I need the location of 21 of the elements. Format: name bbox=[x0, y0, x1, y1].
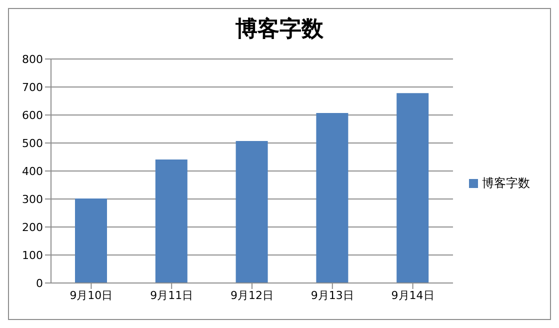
y-tick-label: 400 bbox=[22, 164, 43, 178]
chart-title: 博客字数 bbox=[234, 15, 324, 44]
bar bbox=[155, 160, 188, 283]
y-tick-label: 200 bbox=[22, 220, 43, 234]
y-tick-label: 800 bbox=[22, 52, 43, 66]
y-tick-label: 300 bbox=[22, 192, 43, 206]
bar bbox=[236, 141, 268, 283]
legend-label: 博客字数 bbox=[482, 176, 530, 190]
y-tick-label: 600 bbox=[22, 108, 43, 122]
bar bbox=[75, 198, 107, 283]
y-tick-label: 500 bbox=[22, 136, 43, 150]
x-tick-label: 9月10日 bbox=[70, 288, 113, 302]
x-tick-label: 9月12日 bbox=[230, 288, 274, 302]
x-tick-label: 9月14日 bbox=[391, 288, 434, 302]
y-tick-label: 0 bbox=[36, 276, 43, 290]
bar bbox=[316, 113, 348, 283]
x-tick-label: 9月13日 bbox=[310, 288, 354, 302]
y-tick-label: 100 bbox=[22, 248, 43, 262]
bar bbox=[396, 93, 429, 283]
x-tick-label: 9月11日 bbox=[150, 288, 194, 302]
y-tick-label: 700 bbox=[22, 80, 43, 94]
